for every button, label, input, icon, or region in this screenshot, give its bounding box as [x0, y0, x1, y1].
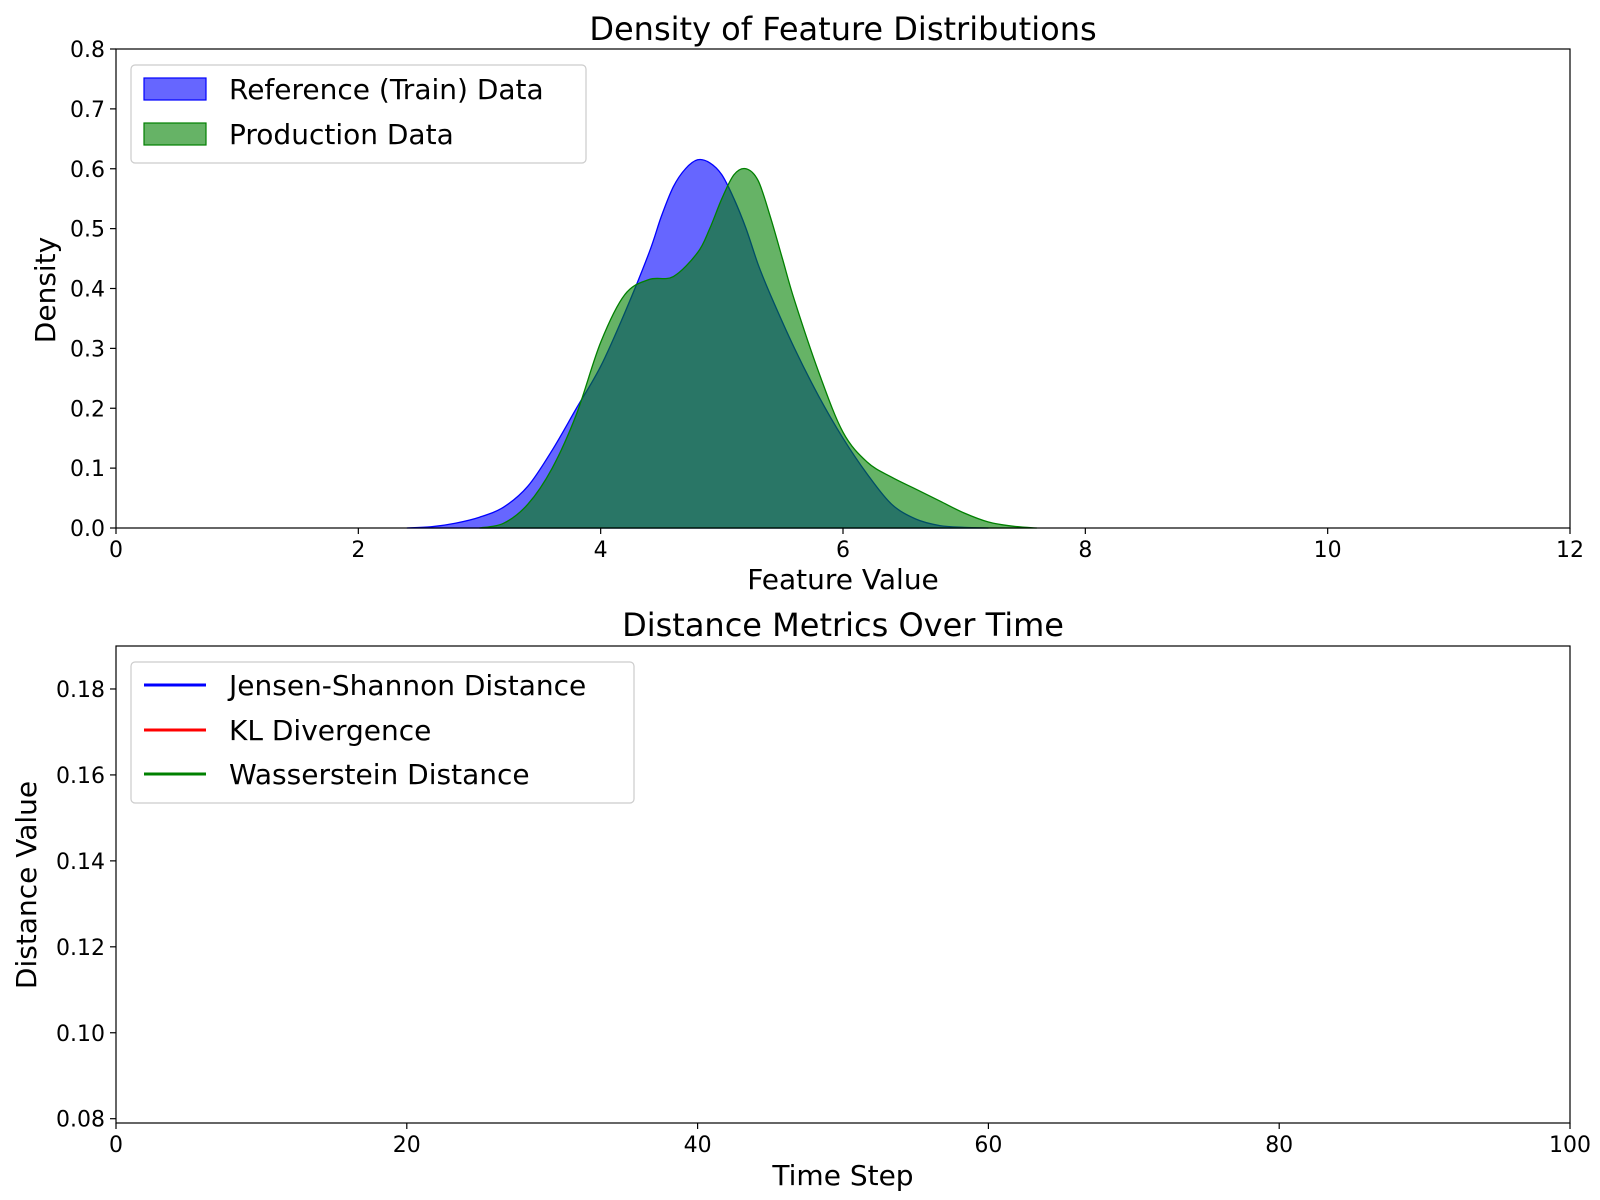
- y-tick-label: 0.0: [70, 517, 105, 542]
- legend: Jensen-Shannon Distance KL Divergence Wa…: [130, 661, 635, 804]
- density-areas: [406, 158, 1037, 529]
- y-tick-label: 0.16: [56, 764, 105, 789]
- y-tick-label: 0.12: [56, 936, 105, 961]
- y-tick-label: 0.5: [70, 218, 105, 243]
- y-axis-title: Distance Value: [10, 781, 43, 989]
- legend-swatch-reference: [143, 77, 207, 101]
- legend-label-kl-divergence: KL Divergence: [229, 714, 431, 747]
- legend-swatch-production: [143, 122, 207, 146]
- legend: Reference (Train) Data Production Data: [130, 64, 587, 164]
- y-axis-title: Density: [29, 237, 62, 343]
- legend-label-wasserstein: Wasserstein Distance: [229, 758, 530, 791]
- y-tick-label: 0.8: [70, 38, 105, 63]
- y-tick-label: 0.3: [70, 337, 105, 362]
- y-tick-label: 0.7: [70, 98, 105, 123]
- x-tick-label: 80: [1265, 1133, 1293, 1158]
- x-tick-label: 6: [836, 538, 850, 563]
- x-axis-ticks: 0 2 4 6 8 10 12: [109, 528, 1584, 563]
- legend-box: [130, 64, 587, 164]
- chart-title: Distance Metrics Over Time: [622, 606, 1064, 644]
- x-tick-label: 12: [1556, 538, 1584, 563]
- density-chart: Density of Feature Distributions 0 2 4 6 8 10…: [29, 10, 1584, 596]
- x-tick-label: 20: [393, 1133, 421, 1158]
- x-tick-label: 2: [351, 538, 365, 563]
- x-tick-label: 0: [109, 538, 123, 563]
- y-tick-label: 0.4: [70, 278, 105, 303]
- y-axis-ticks: 0.0 0.1 0.2 0.3 0.4 0.5 0.6 0.7 0.8: [70, 38, 116, 542]
- y-tick-label: 0.08: [56, 1108, 105, 1133]
- legend-label-jensen-shannon: Jensen-Shannon Distance: [227, 669, 586, 702]
- y-tick-label: 0.14: [56, 850, 105, 875]
- x-tick-label: 4: [594, 538, 608, 563]
- y-axis-ticks: 0.08 0.10 0.12 0.14 0.16 0.18: [56, 678, 116, 1133]
- chart-title: Density of Feature Distributions: [589, 10, 1096, 48]
- y-tick-label: 0.6: [70, 158, 105, 183]
- legend-label-reference: Reference (Train) Data: [229, 73, 544, 106]
- x-tick-label: 40: [684, 1133, 712, 1158]
- x-tick-label: 0: [109, 1133, 123, 1158]
- x-tick-label: 100: [1549, 1133, 1591, 1158]
- density-area-production: [479, 167, 1037, 529]
- x-axis-title: Time Step: [771, 1159, 913, 1192]
- y-tick-label: 0.18: [56, 678, 105, 703]
- plot-frame: [115, 645, 1571, 1124]
- y-tick-label: 0.2: [70, 397, 105, 422]
- x-axis-title: Feature Value: [747, 563, 939, 596]
- legend-box: [130, 661, 635, 804]
- x-tick-label: 8: [1078, 538, 1092, 563]
- x-tick-label: 60: [974, 1133, 1002, 1158]
- x-tick-label: 10: [1314, 538, 1342, 563]
- y-tick-label: 0.10: [56, 1022, 105, 1047]
- legend-label-production: Production Data: [229, 118, 454, 151]
- y-tick-label: 0.1: [70, 457, 105, 482]
- x-axis-ticks: 0 20 40 60 80 100: [109, 1123, 1591, 1158]
- distance-chart: Distance Metrics Over Time 0 20 40 60 80 100 …: [10, 606, 1591, 1192]
